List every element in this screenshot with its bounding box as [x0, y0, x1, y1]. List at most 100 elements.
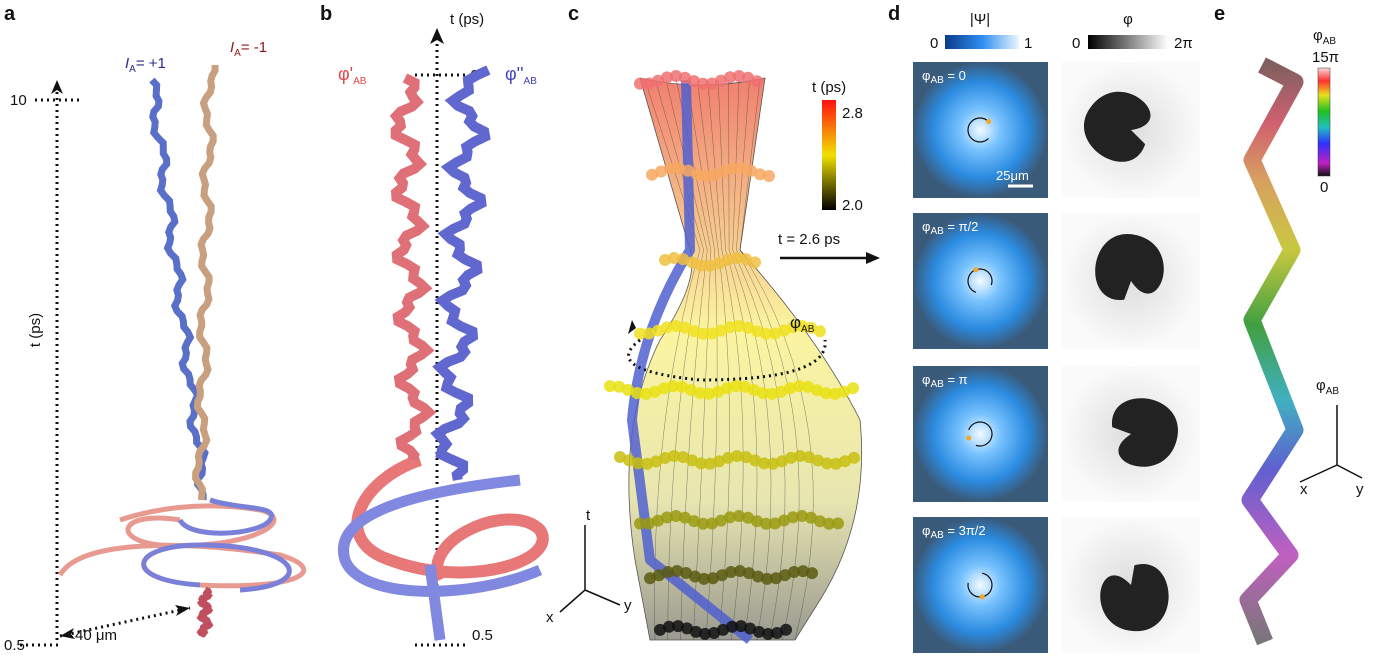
bead — [812, 454, 824, 467]
bead — [761, 572, 773, 585]
bead — [745, 164, 757, 177]
bead — [727, 162, 739, 175]
bead — [643, 77, 655, 90]
bead — [730, 380, 742, 393]
bead — [698, 572, 710, 585]
trace — [430, 65, 491, 481]
bead — [731, 450, 743, 463]
subscript: AB — [1323, 36, 1337, 47]
bead — [713, 257, 725, 270]
bead — [650, 455, 662, 468]
bead — [814, 515, 826, 528]
beads — [604, 70, 860, 640]
arrowhead — [430, 28, 444, 44]
bead — [688, 325, 700, 338]
bead — [661, 71, 673, 84]
bead — [677, 253, 689, 266]
colorbar-label: 2.0 — [842, 197, 863, 214]
bead — [694, 387, 706, 400]
trace — [196, 586, 214, 638]
bead — [623, 454, 635, 467]
bead — [682, 164, 694, 177]
bead — [734, 565, 746, 578]
bead — [652, 514, 664, 527]
colorbar-title: φAB — [1313, 27, 1336, 47]
bead — [748, 384, 760, 397]
vortex-core — [966, 435, 972, 441]
bead — [821, 457, 833, 470]
symbol: φ — [922, 68, 930, 83]
bead — [649, 385, 661, 398]
vortex-core — [979, 594, 985, 600]
bead — [749, 256, 761, 269]
bead — [688, 515, 700, 528]
loop — [351, 454, 549, 583]
subscript: A — [234, 48, 241, 59]
scale-bar: 40 μm — [75, 627, 117, 644]
bead — [685, 383, 697, 396]
vortex-core — [985, 119, 991, 125]
bead — [709, 168, 721, 181]
bead — [716, 569, 728, 582]
bead — [766, 387, 778, 400]
subscript: AB — [801, 324, 815, 335]
curve-label: φ'AB — [338, 64, 367, 87]
bead — [838, 385, 850, 398]
bead — [788, 565, 800, 578]
bead — [802, 380, 814, 393]
symbol: φ — [1316, 377, 1326, 394]
bead — [681, 622, 693, 635]
bead — [658, 382, 670, 395]
colorbar-title: |Ψ| — [970, 11, 990, 28]
trace — [149, 77, 209, 501]
panel-label: a — [4, 3, 16, 25]
bead — [659, 253, 671, 266]
symbol: φ' — [338, 64, 353, 84]
colorbar-label: 0 — [1320, 179, 1328, 196]
row-label: φAB = π/2 — [922, 219, 978, 237]
bead — [796, 510, 808, 523]
bead — [646, 168, 658, 181]
bead — [731, 252, 743, 265]
bead — [778, 324, 790, 337]
axis-title: t (ps) — [27, 313, 44, 347]
bead — [753, 625, 765, 638]
bead — [739, 380, 751, 393]
trajectories — [57, 64, 306, 638]
bead — [697, 517, 709, 530]
phase-spiral — [1100, 563, 1169, 632]
phase-spiral — [1095, 234, 1164, 300]
bead — [796, 320, 808, 333]
symbol: I — [125, 55, 129, 72]
bead — [707, 572, 719, 585]
bead — [762, 627, 774, 640]
bead — [829, 387, 841, 400]
text: = +1 — [136, 55, 166, 72]
symbol: I — [230, 39, 234, 56]
subscript: AB — [930, 226, 944, 237]
bead — [614, 451, 626, 464]
bead — [679, 511, 691, 524]
bead — [803, 451, 815, 464]
bead — [704, 259, 716, 272]
colorbar-label: 2.8 — [842, 105, 863, 122]
bead — [776, 455, 788, 468]
bead — [671, 565, 683, 578]
bead — [632, 457, 644, 470]
amplitude-map — [913, 213, 1048, 349]
bead — [654, 623, 666, 636]
bead — [752, 570, 764, 583]
bead — [718, 165, 730, 178]
bead — [722, 253, 734, 266]
subscript: AB — [353, 76, 367, 87]
bead — [740, 253, 752, 266]
colorbar-title: φ — [1123, 11, 1133, 28]
bead — [631, 387, 643, 400]
bead — [690, 625, 702, 638]
bead — [771, 626, 783, 639]
colorbar-label: 1 — [1024, 35, 1032, 52]
bead — [700, 169, 712, 182]
bead — [721, 382, 733, 395]
bead — [742, 511, 754, 524]
